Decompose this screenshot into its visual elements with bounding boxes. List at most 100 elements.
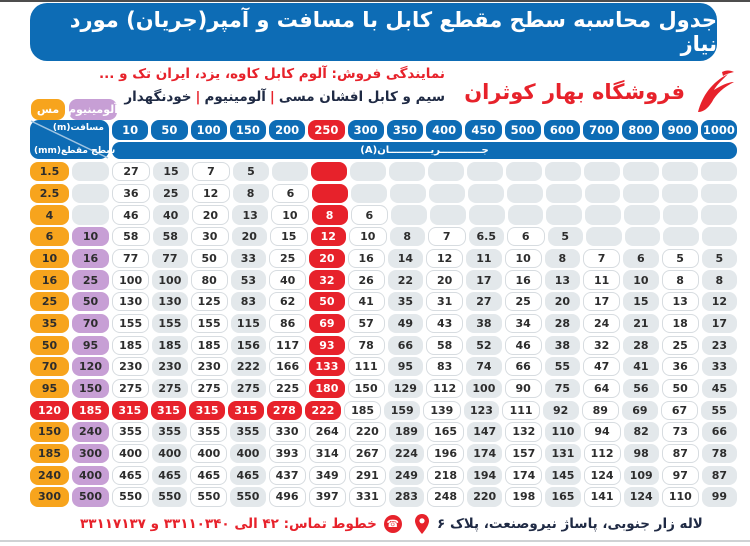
ampere-value-cell [545, 183, 582, 203]
ampere-value-cell: 13 [661, 292, 699, 312]
copper-size-cell: 35 [30, 313, 69, 334]
ampere-value-cell: 47 [583, 357, 621, 377]
ampere-value-cell: 16 [504, 270, 542, 290]
ampere-value-cell: 115 [230, 313, 266, 334]
ampere-value-cell: 26 [347, 270, 385, 290]
ampere-value-cell: 125 [190, 292, 228, 312]
address-text: لاله زار جنوبی، پاساژ نیروصنعت، پلاک ۶ [437, 516, 703, 532]
ampere-value-cell: 20 [231, 227, 267, 247]
ampere-value-cell [311, 162, 347, 182]
aluminum-size-cell [72, 205, 109, 225]
distance-header-cell: 600 [543, 120, 580, 140]
ampere-value-cell: 124 [623, 487, 659, 507]
ampere-value-cell: 69 [622, 400, 658, 420]
ampere-value-cell: 36 [112, 183, 150, 203]
distance-header-cell: 50 [151, 120, 188, 140]
current-header-bar: جــــــــــــریــــــــــــان(A) [112, 142, 737, 159]
ampere-value-cell: 16 [347, 248, 385, 269]
ampere-value-cell: 77 [152, 248, 188, 269]
ampere-value-cell: 15 [623, 292, 659, 312]
ampere-value-cell: 36 [661, 357, 699, 377]
ampere-value-cell: 12 [426, 248, 464, 269]
aluminum-size-cell: 300 [72, 443, 109, 464]
ampere-value-cell: 165 [427, 422, 465, 442]
ampere-value-cell: 33 [230, 248, 266, 269]
table-row: 10 16 77 77 50 33 25 20 16 14 12 11 10 8 7 6 5 5 [30, 248, 737, 269]
ampere-value-cell: 97 [661, 465, 699, 485]
ampere-value-cell: 174 [505, 465, 543, 485]
copper-size-cell: 95 [30, 378, 69, 399]
ampere-value-cell: 124 [583, 465, 621, 485]
ampere-value-cell: 11 [583, 270, 621, 290]
products-part-aluminum: آلومینیوم [204, 89, 266, 105]
ampere-value-cell: 400 [230, 443, 266, 464]
copper-size-cell: 10 [30, 248, 69, 269]
ampere-value-cell: 275 [112, 378, 150, 399]
ampere-value-cell: 58 [152, 227, 188, 247]
ampere-value-cell: 10 [349, 227, 387, 247]
ampere-value-cell: 24 [583, 313, 621, 334]
ampere-value-cell: 145 [545, 465, 581, 485]
ampere-value-cell: 13 [544, 270, 580, 290]
aluminum-size-cell: 95 [72, 335, 109, 355]
aluminum-size-cell: 70 [72, 313, 109, 334]
ampere-value-cell: 35 [387, 292, 423, 312]
products-part-copper: سیم و کابل افشان مسی [278, 89, 445, 105]
ampere-value-cell: 331 [348, 487, 386, 507]
ampere-value-cell [506, 162, 542, 182]
ampere-value-cell [701, 183, 737, 203]
copper-size-cell: 2.5 [30, 183, 69, 203]
ampere-value-cell: 23 [701, 335, 737, 355]
ampere-value-cell: 189 [388, 422, 424, 442]
ampere-value-cell: 198 [505, 487, 543, 507]
ampere-value-cell: 550 [230, 487, 266, 507]
corner-diagonal-line [30, 120, 109, 159]
aluminum-size-cell: 185 [72, 400, 109, 420]
copper-size-cell: 240 [30, 465, 69, 485]
ampere-value-cell: 248 [427, 487, 465, 507]
ampere-value-cell: 264 [308, 422, 346, 442]
ampere-value-cell: 355 [190, 422, 228, 442]
ampere-value-cell: 38 [544, 335, 580, 355]
ampere-value-cell [701, 205, 737, 225]
ampere-value-cell [584, 183, 621, 203]
ampere-value-cell [623, 205, 660, 225]
ampere-value-cell: 17 [701, 313, 737, 334]
copper-size-cell: 70 [30, 357, 69, 377]
ampere-value-cell: 355 [152, 422, 188, 442]
copper-size-cell: 50 [30, 335, 69, 355]
ampere-value-cell [663, 227, 699, 247]
ampere-value-cell: 123 [463, 400, 500, 420]
agency-line: نمایندگی فروش: آلوم کابل کاوه، یزد، ایرا… [99, 66, 445, 82]
distance-axis-label: مسافت(m) [52, 123, 104, 133]
ampere-value-cell: 78 [701, 443, 737, 464]
ampere-value-cell: 110 [661, 487, 699, 507]
ampere-value-cell [585, 205, 621, 225]
ampere-value-cell: 58 [112, 227, 150, 247]
ampere-value-cell: 55 [544, 357, 580, 377]
ampere-value-cell: 94 [583, 422, 621, 442]
ampere-value-cell: 74 [466, 357, 502, 377]
ampere-value-cell [623, 183, 660, 203]
ampere-value-cell: 67 [660, 400, 699, 420]
ampere-value-cell: 89 [581, 400, 620, 420]
ampere-value-cell: 400 [190, 443, 228, 464]
ampere-value-cell: 22 [387, 270, 423, 290]
distance-header-cell: 400 [426, 120, 463, 140]
ampere-value-cell: 90 [504, 378, 542, 399]
ampere-value-cell: 31 [426, 292, 464, 312]
phone-icon: ☎ [383, 515, 402, 533]
ampere-value-cell: 165 [545, 487, 581, 507]
ampere-value-cell: 21 [623, 313, 659, 334]
copper-size-cell: 300 [30, 487, 69, 507]
ampere-value-cell: 50 [661, 378, 699, 399]
ampere-value-cell: 550 [152, 487, 188, 507]
ampere-value-cell: 27 [466, 292, 502, 312]
footer-address: لاله زار جنوبی، پاساژ نیروصنعت، پلاک ۶ [415, 512, 703, 536]
copper-size-cell: 4 [30, 205, 69, 225]
ampere-value-cell [662, 205, 699, 225]
aluminum-size-cell: 240 [72, 422, 109, 442]
ampere-value-cell: 110 [545, 422, 581, 442]
copper-legend-tag: مس [31, 99, 65, 120]
subtitles: نمایندگی فروش: آلوم کابل کاوه، یزد، ایرا… [99, 66, 445, 105]
